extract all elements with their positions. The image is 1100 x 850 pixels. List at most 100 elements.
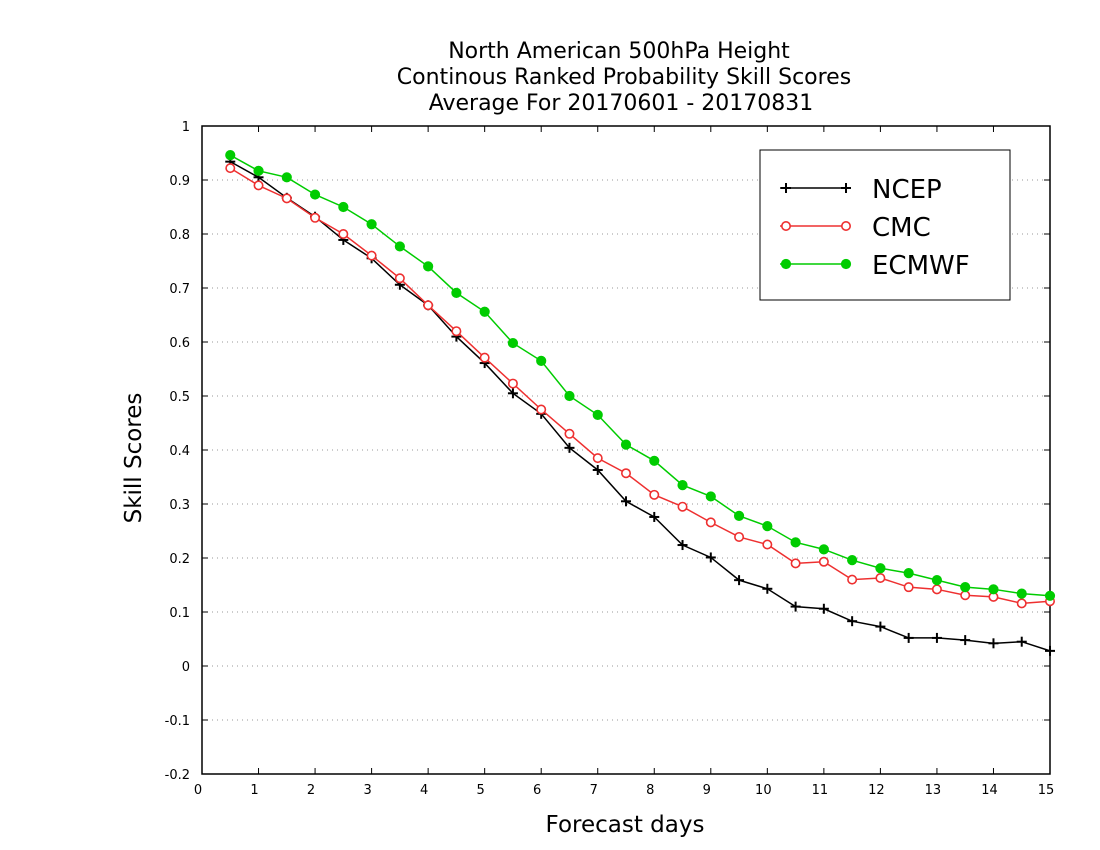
data-point-ecmwf bbox=[366, 219, 377, 230]
data-point-cmc bbox=[394, 273, 405, 284]
x-tick-label: 11 bbox=[812, 783, 829, 798]
data-point-ncep bbox=[564, 442, 575, 453]
data-point-cmc bbox=[903, 582, 914, 593]
legend-item-cmc: CMC bbox=[780, 213, 931, 243]
data-point-cmc bbox=[564, 428, 575, 439]
data-point-ecmwf bbox=[423, 261, 434, 272]
legend-item-ncep: NCEP bbox=[780, 175, 942, 205]
data-point-ecmwf bbox=[931, 575, 943, 586]
data-point-ncep bbox=[818, 603, 829, 614]
title-line-2: Continous Ranked Probability Skill Score… bbox=[397, 65, 851, 90]
data-point-cmc bbox=[762, 539, 773, 550]
data-point-cmc bbox=[705, 517, 716, 528]
data-point-ecmwf bbox=[479, 306, 490, 317]
data-point-ncep bbox=[847, 616, 858, 627]
title-line-1: North American 500hPa Height bbox=[448, 39, 790, 64]
legend-marker-ecmwf bbox=[780, 258, 792, 270]
data-point-ncep bbox=[790, 601, 801, 612]
x-axis-ticks: 0 1 2 3 4 5 6 7 8 9 10 11 12 13 14 15 bbox=[194, 126, 1054, 798]
data-point-cmc bbox=[281, 193, 292, 204]
data-series bbox=[225, 150, 1056, 656]
legend-label-ecmwf: ECMWF bbox=[872, 251, 970, 281]
legend-label-cmc: CMC bbox=[872, 213, 931, 243]
data-point-ecmwf bbox=[875, 563, 886, 574]
data-point-ecmwf bbox=[903, 568, 914, 579]
data-point-ncep bbox=[592, 464, 603, 475]
data-point-ncep bbox=[649, 511, 660, 522]
data-point-ecmwf bbox=[1044, 590, 1056, 601]
data-point-ecmwf bbox=[451, 287, 462, 298]
data-point-cmc bbox=[310, 212, 321, 223]
y-tick-label: 1 bbox=[182, 120, 190, 135]
legend-item-ecmwf: ECMWF bbox=[780, 251, 970, 281]
legend: NCEP CMC ECMWF bbox=[759, 149, 1011, 301]
data-point-cmc bbox=[338, 229, 349, 240]
data-point-cmc bbox=[734, 531, 745, 542]
data-point-ecmwf bbox=[649, 455, 660, 466]
data-point-ncep bbox=[762, 583, 773, 594]
data-point-ecmwf bbox=[225, 150, 236, 161]
data-point-ecmwf bbox=[677, 480, 688, 491]
x-axis-label: Forecast days bbox=[546, 812, 705, 838]
data-point-cmc bbox=[592, 453, 603, 464]
data-point-cmc bbox=[931, 584, 942, 595]
data-point-ecmwf bbox=[705, 491, 716, 502]
data-point-cmc bbox=[253, 180, 264, 191]
x-tick-label: 0 bbox=[194, 783, 202, 798]
data-point-cmc bbox=[423, 300, 434, 311]
x-tick-label: 10 bbox=[755, 783, 772, 798]
x-tick-label: 12 bbox=[868, 783, 885, 798]
x-tick-label: 7 bbox=[590, 783, 598, 798]
y-axis-ticks: -0.2 -0.1 0 0.1 0.2 0.3 0.4 0.5 0.6 0.7 0.8 0.9 1 bbox=[165, 120, 1050, 783]
y-tick-label: -0.2 bbox=[165, 768, 190, 783]
y-axis-label: Skill Scores bbox=[121, 393, 147, 524]
data-point-ncep bbox=[875, 621, 886, 632]
data-point-ncep bbox=[621, 496, 631, 507]
data-point-ecmwf bbox=[536, 355, 547, 366]
data-point-cmc bbox=[1016, 598, 1027, 609]
data-point-ecmwf bbox=[988, 584, 999, 595]
y-tick-label: 0.1 bbox=[169, 606, 190, 621]
y-tick-label: -0.1 bbox=[165, 714, 190, 729]
data-point-ncep bbox=[734, 575, 745, 586]
data-point-ecmwf bbox=[394, 241, 405, 252]
data-point-cmc bbox=[479, 352, 490, 363]
data-point-ecmwf bbox=[253, 165, 264, 176]
y-tick-label: 0.3 bbox=[169, 498, 190, 513]
y-tick-label: 0.4 bbox=[169, 444, 190, 459]
data-point-ncep bbox=[1045, 645, 1055, 656]
y-tick-label: 0.7 bbox=[169, 282, 190, 297]
data-point-ecmwf bbox=[733, 510, 745, 521]
data-point-ncep bbox=[903, 632, 914, 643]
x-tick-label: 6 bbox=[533, 783, 541, 798]
data-point-ncep bbox=[507, 388, 518, 399]
series-cmc bbox=[225, 163, 1056, 609]
data-point-ncep bbox=[931, 632, 942, 643]
plot-area-frame bbox=[201, 125, 1051, 775]
data-point-cmc bbox=[649, 489, 660, 500]
data-point-cmc bbox=[451, 326, 462, 337]
data-point-cmc bbox=[536, 404, 547, 415]
data-point-ncep bbox=[960, 635, 971, 646]
data-point-cmc bbox=[620, 468, 631, 479]
legend-marker-cmc bbox=[780, 221, 791, 232]
data-point-cmc bbox=[225, 163, 236, 174]
data-point-ncep bbox=[988, 638, 999, 649]
data-point-ecmwf bbox=[762, 521, 773, 532]
data-point-ncep bbox=[1016, 636, 1027, 647]
chart-title: North American 500hPa Height Continous R… bbox=[397, 39, 851, 116]
data-point-cmc bbox=[875, 572, 886, 583]
legend-marker-ncep bbox=[781, 183, 791, 193]
legend-marker-cmc bbox=[840, 221, 851, 232]
data-point-cmc bbox=[818, 556, 829, 567]
title-line-3: Average For 20170601 - 20170831 bbox=[429, 91, 814, 116]
data-point-cmc bbox=[790, 558, 801, 569]
series-ecmwf bbox=[225, 150, 1056, 601]
x-tick-label: 15 bbox=[1038, 783, 1055, 798]
data-point-ncep bbox=[705, 552, 716, 563]
legend-label-ncep: NCEP bbox=[872, 175, 942, 205]
data-point-ecmwf bbox=[818, 544, 829, 555]
x-tick-label: 1 bbox=[250, 783, 258, 798]
data-point-ncep bbox=[677, 540, 688, 551]
